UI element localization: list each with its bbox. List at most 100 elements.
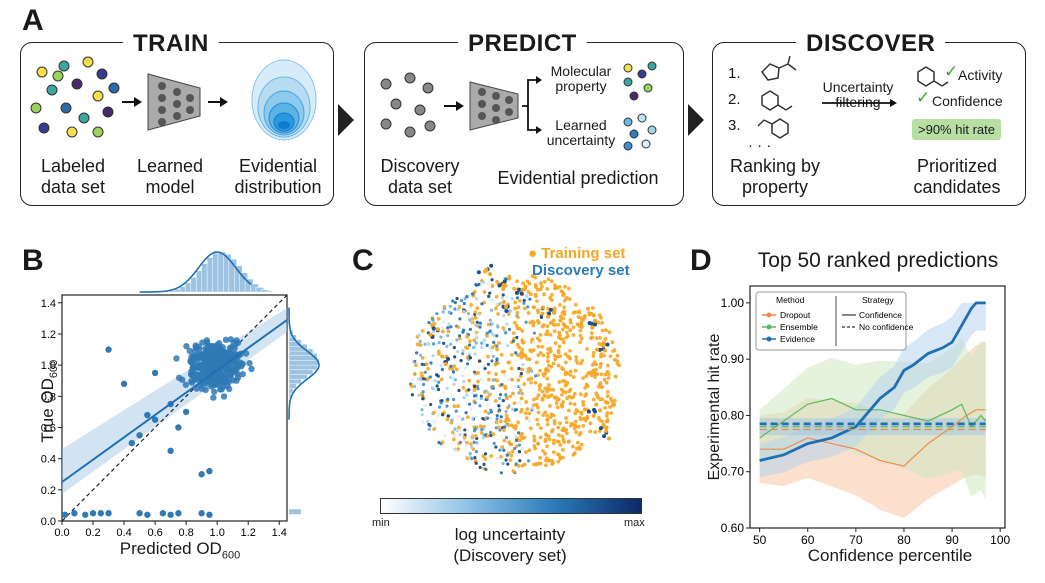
training-point bbox=[547, 458, 551, 463]
training-point bbox=[541, 353, 546, 358]
discovery-point bbox=[462, 310, 466, 314]
cluster-point bbox=[605, 342, 610, 347]
training-point bbox=[608, 405, 612, 409]
discovery-point bbox=[437, 380, 441, 384]
training-point bbox=[419, 371, 424, 376]
training-point bbox=[517, 326, 522, 331]
rank-ellipsis: · · · bbox=[748, 137, 772, 154]
training-point bbox=[501, 428, 506, 432]
cluster-point bbox=[519, 291, 524, 296]
y-tick-label: 0.90 bbox=[721, 352, 745, 366]
discovery-point bbox=[507, 378, 511, 382]
training-point bbox=[591, 350, 596, 355]
training-point bbox=[535, 318, 540, 323]
training-point bbox=[529, 376, 534, 381]
training-point bbox=[515, 310, 520, 315]
discovery-point bbox=[465, 393, 469, 397]
discovery-point bbox=[421, 390, 425, 394]
training-point bbox=[547, 383, 551, 387]
training-point bbox=[603, 400, 608, 404]
discovery-point bbox=[421, 382, 426, 387]
training-point bbox=[551, 441, 556, 446]
scatter-point bbox=[196, 345, 203, 353]
training-point bbox=[456, 404, 460, 408]
discovery-point bbox=[501, 399, 505, 403]
x-tick-label: 0.6 bbox=[147, 527, 162, 539]
scatter-point bbox=[173, 355, 180, 362]
training-point bbox=[597, 313, 602, 318]
training-point bbox=[571, 310, 576, 315]
training-point bbox=[508, 458, 513, 463]
training-point bbox=[491, 432, 496, 437]
training-point bbox=[536, 344, 541, 349]
training-point bbox=[606, 376, 611, 380]
training-point bbox=[561, 340, 566, 345]
training-point bbox=[454, 367, 459, 372]
discovery-point bbox=[465, 294, 469, 299]
x-tick-label: 90 bbox=[945, 533, 959, 547]
training-point bbox=[512, 401, 517, 406]
training-point bbox=[507, 360, 511, 365]
discovery-point bbox=[495, 334, 499, 338]
check-confidence-label: Confidence bbox=[932, 93, 1003, 109]
training-point bbox=[494, 306, 498, 311]
cluster-point bbox=[593, 322, 598, 327]
discovery-point bbox=[472, 384, 477, 388]
training-point bbox=[533, 380, 538, 385]
training-point bbox=[571, 375, 576, 379]
discovery-point bbox=[410, 393, 415, 397]
training-point bbox=[473, 315, 478, 320]
scatter-point bbox=[128, 439, 136, 447]
discovery-point bbox=[476, 387, 480, 391]
training-point bbox=[607, 330, 612, 335]
legend-marker bbox=[766, 312, 772, 318]
training-point bbox=[606, 363, 610, 368]
discovery-point bbox=[458, 432, 462, 437]
training-point bbox=[563, 372, 568, 377]
training-point bbox=[450, 367, 455, 372]
scatter-point bbox=[198, 363, 205, 371]
training-point bbox=[609, 396, 613, 401]
training-point bbox=[561, 309, 566, 314]
discovery-point bbox=[411, 377, 415, 382]
rank-3: 3. bbox=[728, 117, 741, 134]
discovery-point bbox=[488, 430, 493, 435]
training-point bbox=[509, 453, 514, 458]
training-point bbox=[521, 340, 526, 345]
training-point bbox=[575, 361, 580, 365]
training-point bbox=[520, 367, 524, 372]
discovery-point bbox=[423, 370, 427, 374]
training-point bbox=[545, 444, 549, 449]
training-point bbox=[568, 348, 572, 353]
training-point bbox=[559, 387, 564, 392]
legend-method-label: Dropout bbox=[780, 310, 811, 320]
discovery-point bbox=[518, 383, 522, 387]
cluster-point bbox=[446, 357, 451, 362]
training-point bbox=[594, 336, 599, 341]
discovery-point bbox=[440, 326, 445, 330]
cluster-point bbox=[440, 354, 445, 359]
x-tick-label: 0.4 bbox=[116, 527, 131, 539]
training-point bbox=[509, 366, 514, 371]
training-point bbox=[503, 386, 508, 391]
discovery-point bbox=[478, 321, 483, 325]
training-point bbox=[534, 396, 539, 401]
discovery-point bbox=[429, 402, 433, 407]
discovery-point bbox=[446, 414, 450, 418]
training-point bbox=[568, 318, 573, 322]
x-tick-label: 1.4 bbox=[272, 527, 287, 539]
training-point bbox=[585, 346, 590, 351]
training-point bbox=[578, 340, 583, 345]
training-point bbox=[561, 293, 565, 298]
training-point bbox=[598, 418, 603, 423]
discovery-point bbox=[429, 361, 433, 365]
training-point bbox=[420, 374, 424, 378]
training-point bbox=[521, 281, 526, 286]
training-point bbox=[516, 378, 521, 383]
training-point bbox=[572, 391, 577, 396]
training-point bbox=[432, 321, 437, 326]
training-point bbox=[515, 342, 520, 347]
training-point bbox=[544, 367, 549, 371]
cluster-point bbox=[591, 413, 596, 418]
training-point bbox=[475, 306, 480, 311]
